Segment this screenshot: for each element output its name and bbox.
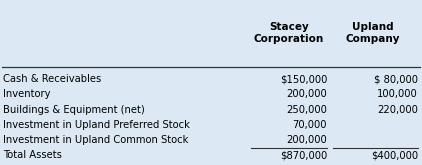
Text: 200,000: 200,000: [286, 89, 327, 99]
Text: Investment in Upland Common Stock: Investment in Upland Common Stock: [3, 135, 189, 145]
Text: Investment in Upland Preferred Stock: Investment in Upland Preferred Stock: [3, 120, 190, 130]
Text: Cash & Receivables: Cash & Receivables: [3, 74, 102, 84]
Text: Stacey
Corporation: Stacey Corporation: [254, 22, 324, 44]
Text: 220,000: 220,000: [377, 105, 418, 115]
Text: $150,000: $150,000: [280, 74, 327, 84]
Text: Upland
Company: Upland Company: [345, 22, 400, 44]
Text: Buildings & Equipment (net): Buildings & Equipment (net): [3, 105, 145, 115]
Text: $400,000: $400,000: [371, 150, 418, 160]
Text: Total Assets: Total Assets: [3, 150, 62, 160]
Text: 200,000: 200,000: [286, 135, 327, 145]
Text: $870,000: $870,000: [280, 150, 327, 160]
Text: 250,000: 250,000: [286, 105, 327, 115]
Text: $ 80,000: $ 80,000: [374, 74, 418, 84]
Text: 70,000: 70,000: [292, 120, 327, 130]
Text: Inventory: Inventory: [3, 89, 51, 99]
Text: 100,000: 100,000: [377, 89, 418, 99]
